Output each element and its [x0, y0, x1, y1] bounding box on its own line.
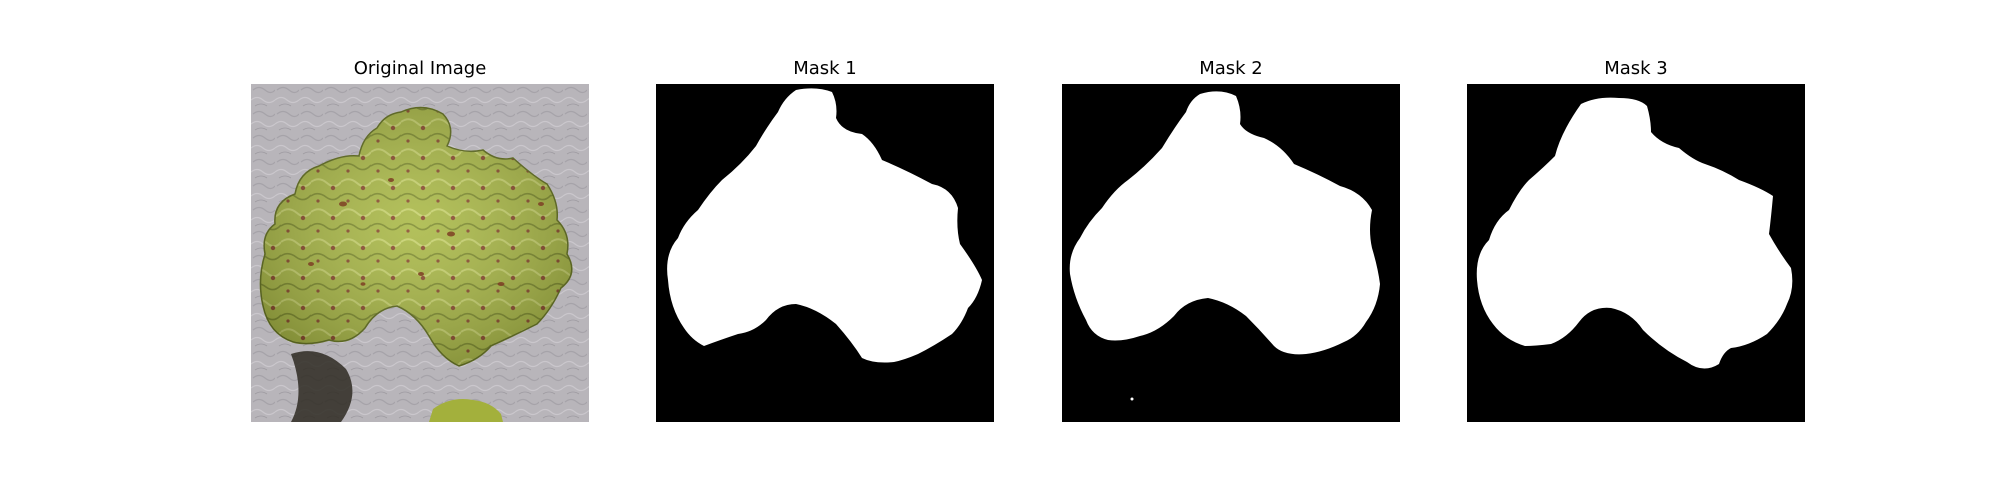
panel-mask-3: Mask 3 — [1467, 0, 1805, 500]
mask-2-region — [1069, 91, 1380, 355]
panel-original-image: Original Image — [251, 0, 589, 500]
panel-title: Mask 1 — [793, 58, 857, 79]
panel-title: Mask 2 — [1199, 58, 1263, 79]
original-image — [251, 84, 589, 422]
mask-3-image — [1467, 84, 1805, 422]
mask-3-region — [1476, 97, 1793, 369]
mask-1-region — [667, 88, 982, 363]
panel-mask-1: Mask 1 — [656, 0, 994, 500]
panel-title: Original Image — [353, 58, 487, 79]
panel-mask-2: Mask 2 — [1062, 0, 1400, 500]
mask-2-image — [1062, 84, 1400, 422]
panel-title: Mask 3 — [1604, 58, 1668, 79]
mask-1-image — [656, 84, 994, 422]
